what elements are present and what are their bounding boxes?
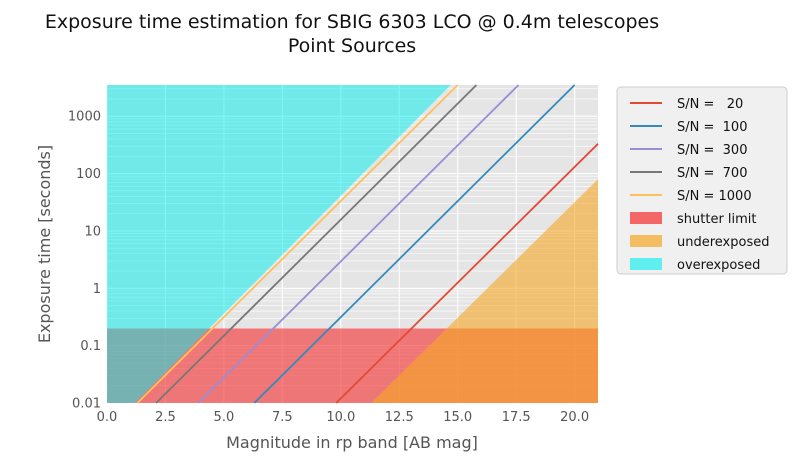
x-tick-label: 20.0 — [560, 410, 589, 425]
y-tick-label: 1000 — [68, 110, 101, 125]
y-axis-ticks: 0.01 0.1 1 10 100 1000 — [68, 110, 101, 412]
legend-entries: S/N = 20 S/N = 100 S/N = 300 S/N = 700 S/N =… — [630, 97, 769, 273]
series-line-4 — [155, 84, 478, 404]
x-axis-label: Magnitude in rp band [AB mag] — [226, 433, 478, 452]
legend-label: shutter limit — [677, 212, 757, 227]
series-line-1 — [335, 143, 599, 404]
x-tick-label: 15.0 — [443, 410, 472, 425]
legend-swatch-patch — [630, 212, 662, 224]
x-tick-label: 2.5 — [155, 410, 176, 425]
y-tick-label: 100 — [76, 167, 101, 182]
legend-swatch-patch — [630, 258, 662, 270]
legend-label: S/N = 100 — [677, 120, 747, 135]
legend: S/N = 20 S/N = 100 S/N = 300 S/N = 700 S/N =… — [616, 86, 788, 275]
series-line-2 — [253, 84, 576, 404]
legend-label: S/N = 700 — [677, 166, 747, 181]
series-line-5 — [136, 84, 459, 404]
legend-swatch-patch — [630, 235, 662, 247]
shaded-regions — [107, 85, 598, 403]
y-tick-label: 0.1 — [80, 339, 101, 354]
legend-label: S/N = 1000 — [677, 189, 752, 204]
chart-subtitle: Point Sources — [288, 35, 416, 57]
x-tick-label: 5.0 — [214, 410, 235, 425]
legend-label: underexposed — [677, 235, 769, 250]
legend-label: S/N = 20 — [677, 97, 743, 112]
x-tick-label: 10.0 — [326, 410, 355, 425]
chart-title: Exposure time estimation for SBIG 6303 L… — [45, 11, 659, 33]
x-tick-label: 17.5 — [502, 410, 531, 425]
legend-label: overexposed — [677, 258, 760, 273]
x-tick-label: 0.0 — [97, 410, 118, 425]
region-overexposed — [107, 85, 451, 403]
legend-frame — [616, 86, 788, 275]
x-axis-ticks: 0.0 2.5 5.0 7.5 10.0 12.5 15.0 17.5 20.0 — [97, 410, 589, 425]
y-tick-label: 10 — [84, 224, 101, 239]
sn-curves — [136, 84, 599, 404]
y-tick-label: 0.01 — [72, 397, 101, 412]
x-tick-label: 12.5 — [385, 410, 414, 425]
legend-label: S/N = 300 — [677, 143, 747, 158]
x-tick-label: 7.5 — [272, 410, 293, 425]
y-axis-label: Exposure time [seconds] — [35, 145, 54, 343]
series-line-3 — [197, 84, 520, 404]
region-underexposed — [371, 179, 598, 403]
y-tick-label: 1 — [93, 282, 101, 297]
